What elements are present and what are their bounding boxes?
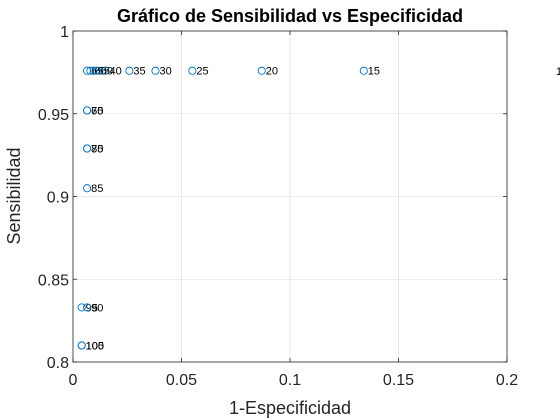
data-point-marker: [83, 66, 92, 75]
y-tick-label: 1: [60, 24, 69, 41]
data-point-marker: [83, 106, 92, 115]
data-point-label: 70: [91, 105, 103, 117]
x-tick-label: 0.15: [383, 372, 414, 389]
data-point-label: 95: [86, 302, 98, 314]
chart-title: Gráfico de Sensibilidad vs Especificidad: [117, 6, 463, 26]
x-tick-label: 0: [69, 372, 78, 389]
data-point-marker: [83, 144, 92, 153]
y-tick-label: 0.8: [47, 355, 69, 372]
data-point-marker: [83, 184, 92, 193]
data-point-label: 40: [110, 66, 122, 78]
x-tick-label: 0.1: [279, 372, 301, 389]
data-point-label: 85: [91, 183, 103, 195]
data-point-marker: [188, 66, 197, 75]
data-point-marker: [89, 66, 98, 75]
data-point-marker: [151, 66, 160, 75]
data-point-marker: [101, 66, 110, 75]
y-tick-label: 0.95: [38, 107, 69, 124]
data-point-label: 75: [91, 144, 103, 156]
data-point-marker: [92, 66, 101, 75]
x-tick-label: 0.05: [166, 372, 197, 389]
data-point-label: 100: [86, 340, 104, 352]
x-tick-label: 0.2: [496, 372, 518, 389]
data-point-label: 90: [91, 302, 103, 314]
data-point-marker: [257, 66, 266, 75]
data-point-label: 25: [196, 66, 208, 78]
data-point-label: 105: [86, 340, 104, 352]
data-point-label: 30: [159, 66, 171, 78]
data-point-label: 50: [101, 66, 113, 78]
data-point-label: 55: [98, 66, 110, 78]
data-point-marker: [125, 66, 134, 75]
ticks: 0 0.05 0.1 0.15 0.2 0.8 0.85 0.9 0.95 1: [38, 24, 518, 389]
data-point-marker: [77, 303, 86, 312]
data-point-label: 80: [91, 144, 103, 156]
offscale-point-label: 1: [556, 66, 560, 78]
y-tick-label: 0.9: [47, 190, 69, 207]
x-axis-title: 1-Especificidad: [229, 398, 351, 418]
data-point-marker: [359, 66, 368, 75]
grid: [72, 30, 508, 363]
data-point-label: 15: [368, 66, 380, 78]
data-point-label: 20: [266, 66, 278, 78]
data-point-marker: [77, 341, 86, 350]
data-point-marker: [83, 303, 92, 312]
data-point-label: 65: [91, 105, 103, 117]
data-point-label: 35: [133, 66, 145, 78]
data-point-marker: [86, 66, 95, 75]
y-axis-title: Sensibilidad: [4, 147, 24, 244]
y-tick-label: 0.85: [38, 272, 69, 289]
